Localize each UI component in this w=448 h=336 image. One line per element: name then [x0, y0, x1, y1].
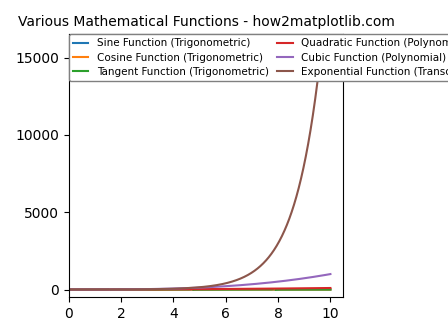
- Tangent Function (Trigonometric): [93, 288, 98, 292]
- Line: Tangent Function (Trigonometric): Tangent Function (Trigonometric): [69, 289, 331, 290]
- Exponential Function (Transcendental): [93, 288, 98, 292]
- Sine Function (Trigonometric): [190, 288, 195, 292]
- Cosine Function (Trigonometric): [270, 288, 276, 292]
- Sine Function (Trigonometric): [276, 288, 281, 292]
- Sine Function (Trigonometric): [271, 288, 276, 292]
- Cubic Function (Polynomial): [270, 280, 276, 284]
- Cosine Function (Trigonometric): [66, 288, 71, 292]
- Tangent Function (Trigonometric): [66, 288, 71, 292]
- Quadratic Function (Polynomial): [66, 288, 71, 292]
- Cosine Function (Trigonometric): [148, 288, 154, 292]
- Sine Function (Trigonometric): [172, 288, 177, 292]
- Cosine Function (Trigonometric): [172, 288, 177, 292]
- Cubic Function (Polynomial): [181, 286, 187, 290]
- Cubic Function (Polynomial): [93, 288, 98, 292]
- Cubic Function (Polynomial): [328, 272, 333, 276]
- Cosine Function (Trigonometric): [275, 288, 280, 292]
- Line: Exponential Function (Transcendental): Exponential Function (Transcendental): [69, 0, 331, 290]
- Sine Function (Trigonometric): [93, 288, 98, 292]
- Line: Cubic Function (Polynomial): Cubic Function (Polynomial): [69, 274, 331, 290]
- Sine Function (Trigonometric): [181, 288, 187, 292]
- Quadratic Function (Polynomial): [270, 287, 276, 291]
- Quadratic Function (Polynomial): [246, 287, 251, 291]
- Cosine Function (Trigonometric): [93, 288, 98, 292]
- Quadratic Function (Polynomial): [172, 287, 177, 291]
- Cubic Function (Polynomial): [172, 287, 177, 291]
- Exponential Function (Transcendental): [270, 250, 276, 254]
- Sine Function (Trigonometric): [328, 288, 333, 292]
- Exponential Function (Transcendental): [275, 243, 280, 247]
- Tangent Function (Trigonometric): [172, 288, 177, 292]
- Cosine Function (Trigonometric): [246, 288, 251, 292]
- Cosine Function (Trigonometric): [181, 288, 187, 292]
- Cubic Function (Polynomial): [66, 288, 71, 292]
- Cosine Function (Trigonometric): [328, 288, 333, 292]
- Legend: Sine Function (Trigonometric), Cosine Function (Trigonometric), Tangent Function: Sine Function (Trigonometric), Cosine Fu…: [69, 34, 448, 81]
- Exponential Function (Transcendental): [172, 287, 177, 291]
- Quadratic Function (Polynomial): [93, 288, 98, 292]
- Sine Function (Trigonometric): [107, 288, 112, 292]
- Exponential Function (Transcendental): [246, 273, 251, 277]
- Tangent Function (Trigonometric): [328, 288, 333, 292]
- Exponential Function (Transcendental): [181, 286, 187, 290]
- Quadratic Function (Polynomial): [328, 286, 333, 290]
- Cubic Function (Polynomial): [246, 283, 251, 287]
- Sine Function (Trigonometric): [246, 288, 252, 292]
- Tangent Function (Trigonometric): [246, 288, 251, 292]
- Sine Function (Trigonometric): [66, 288, 71, 292]
- Line: Quadratic Function (Polynomial): Quadratic Function (Polynomial): [69, 288, 331, 290]
- Tangent Function (Trigonometric): [181, 288, 187, 292]
- Quadratic Function (Polynomial): [275, 287, 280, 291]
- Cubic Function (Polynomial): [275, 280, 280, 284]
- Title: Various Mathematical Functions - how2matplotlib.com: Various Mathematical Functions - how2mat…: [17, 15, 395, 29]
- Exponential Function (Transcendental): [66, 288, 71, 292]
- Tangent Function (Trigonometric): [275, 288, 280, 292]
- Quadratic Function (Polynomial): [181, 287, 187, 291]
